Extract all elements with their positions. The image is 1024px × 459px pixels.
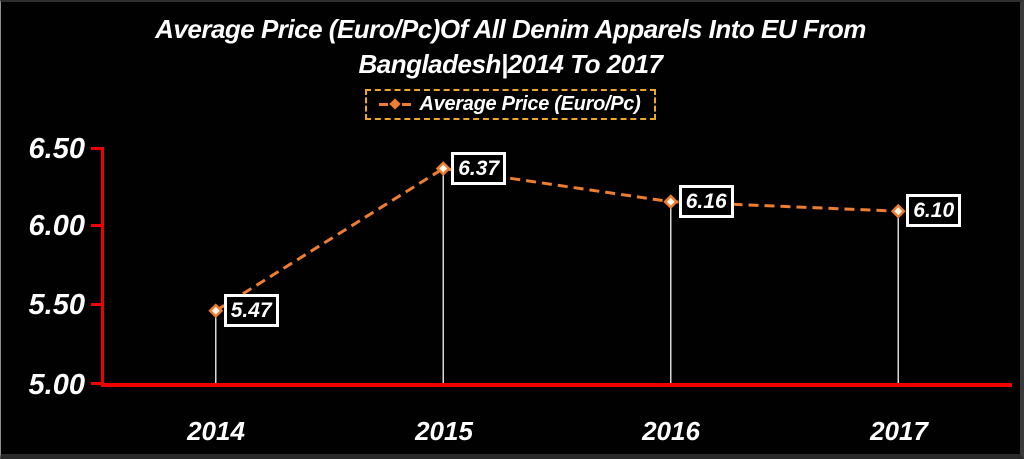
data-point-diamond xyxy=(208,303,224,319)
data-point-diamond xyxy=(663,194,679,210)
data-point-diamond xyxy=(890,203,906,219)
legend-line-diamond-icon xyxy=(378,98,411,110)
legend: Average Price (Euro/Pc) xyxy=(364,89,657,120)
y-tick xyxy=(91,224,103,227)
y-axis-line xyxy=(101,147,104,387)
data-label: 6.10 xyxy=(906,194,962,228)
data-label: 6.37 xyxy=(451,151,507,185)
x-axis-line xyxy=(102,383,1012,387)
data-label: 5.47 xyxy=(223,293,279,327)
data-point-diamond xyxy=(435,161,451,176)
x-axis-label: 2014 xyxy=(187,416,245,446)
chart-title-line2: Bangladesh|2014 To 2017 xyxy=(358,49,663,79)
y-tick xyxy=(91,303,103,306)
data-label: 6.16 xyxy=(678,184,734,218)
x-axis-label: 2016 xyxy=(642,416,700,446)
y-tick-label: 6.00 xyxy=(28,210,85,242)
x-axis-label: 2017 xyxy=(870,416,928,446)
y-tick xyxy=(91,382,103,385)
y-tick xyxy=(91,147,103,150)
y-tick-label: 5.00 xyxy=(28,369,85,401)
series-line xyxy=(214,166,899,313)
x-axis-label: 2015 xyxy=(415,416,473,446)
legend-label: Average Price (Euro/Pc) xyxy=(419,93,641,115)
chart-title: Average Price (Euro/Pc)Of All Denim Appa… xyxy=(1,12,1020,82)
y-tick-label: 5.50 xyxy=(28,289,85,321)
chart-title-line1: Average Price (Euro/Pc)Of All Denim Appa… xyxy=(155,14,866,44)
y-tick-label: 6.50 xyxy=(28,133,85,165)
